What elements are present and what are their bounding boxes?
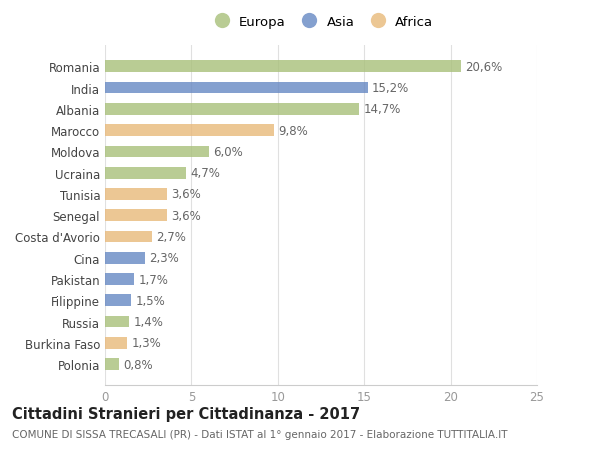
- Bar: [105, 210, 167, 222]
- Text: 20,6%: 20,6%: [465, 61, 503, 73]
- Text: Cittadini Stranieri per Cittadinanza - 2017: Cittadini Stranieri per Cittadinanza - 2…: [12, 406, 360, 421]
- Text: 2,3%: 2,3%: [149, 252, 179, 265]
- Text: 15,2%: 15,2%: [372, 82, 409, 95]
- Bar: [105, 231, 152, 243]
- Bar: [105, 337, 127, 349]
- Bar: [105, 104, 359, 116]
- Text: COMUNE DI SISSA TRECASALI (PR) - Dati ISTAT al 1° gennaio 2017 - Elaborazione TU: COMUNE DI SISSA TRECASALI (PR) - Dati IS…: [12, 429, 508, 439]
- Bar: [105, 252, 145, 264]
- Text: 3,6%: 3,6%: [172, 188, 201, 201]
- Text: 6,0%: 6,0%: [213, 146, 243, 158]
- Bar: [105, 146, 209, 158]
- Bar: [105, 274, 134, 285]
- Bar: [105, 125, 274, 137]
- Text: 1,5%: 1,5%: [135, 294, 165, 307]
- Text: 1,3%: 1,3%: [132, 336, 161, 350]
- Bar: [105, 316, 129, 328]
- Bar: [105, 168, 186, 179]
- Bar: [105, 189, 167, 200]
- Text: 9,8%: 9,8%: [278, 124, 308, 137]
- Text: 0,8%: 0,8%: [123, 358, 153, 371]
- Legend: Europa, Asia, Africa: Europa, Asia, Africa: [206, 13, 436, 32]
- Bar: [105, 62, 461, 73]
- Text: 14,7%: 14,7%: [364, 103, 401, 116]
- Bar: [105, 295, 131, 307]
- Text: 2,7%: 2,7%: [156, 230, 186, 243]
- Text: 4,7%: 4,7%: [191, 167, 220, 180]
- Bar: [105, 83, 368, 94]
- Text: 1,4%: 1,4%: [134, 315, 163, 328]
- Bar: [105, 358, 119, 370]
- Text: 3,6%: 3,6%: [172, 209, 201, 222]
- Text: 1,7%: 1,7%: [139, 273, 169, 286]
